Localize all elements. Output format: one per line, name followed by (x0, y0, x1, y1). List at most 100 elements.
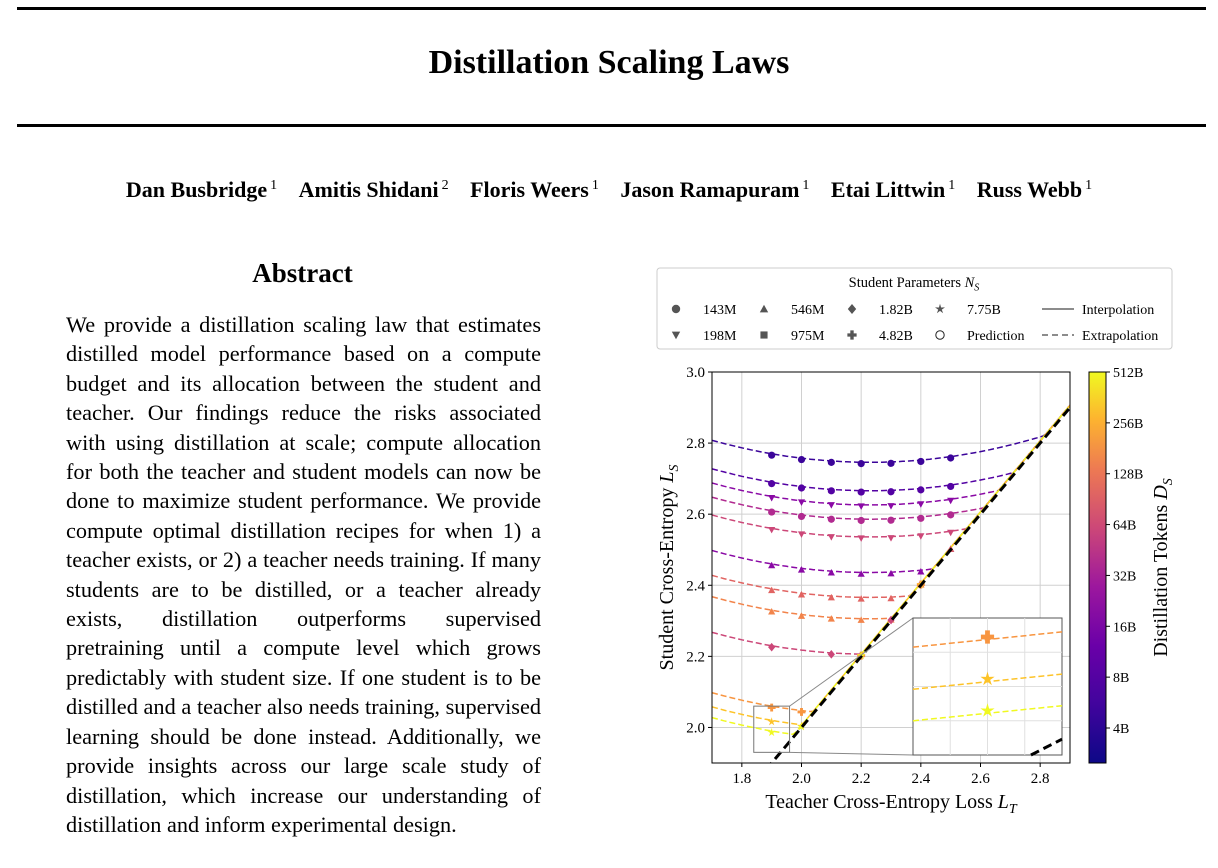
circle-marker (917, 486, 925, 494)
fit-curve (712, 404, 1070, 464)
triangle-down-marker (768, 526, 776, 534)
affiliation-mark: 1 (591, 177, 599, 193)
zoom-inset (753, 617, 1063, 757)
triangle-down-marker (857, 535, 865, 542)
author-name: Russ Webb (976, 177, 1083, 202)
paper-title: Distillation Scaling Laws (428, 44, 790, 81)
diamond-marker (847, 303, 857, 315)
circle-marker (827, 515, 835, 523)
affiliation-mark: 1 (802, 177, 810, 193)
circle-marker (857, 516, 865, 525)
triangle-up-marker (797, 612, 806, 619)
chart-legend: Student Parameters NS 143M 198M 546M 975M 1.8… (656, 267, 1173, 350)
open-circle-marker (935, 330, 945, 340)
triangle-up-marker (797, 566, 806, 573)
fit-curve (712, 404, 1070, 620)
colorbar-tick-label: 4B (1113, 722, 1129, 737)
triangle-down-marker (887, 503, 895, 510)
author: Etai Littwin 1 (831, 177, 955, 202)
circle-marker (797, 512, 806, 521)
colorbar: 4B 8B 16B 32B 64B 128B 256B 512B Distillation To… (1088, 366, 1176, 764)
triangle-up-marker (887, 569, 895, 577)
legend-label: 975M (791, 329, 825, 344)
author-list: Dan Busbridge 1 Amitis Shidani 2 Floris We… (0, 177, 1218, 203)
triangle-down-marker (947, 529, 955, 537)
affiliation-mark: 1 (1085, 177, 1093, 193)
x-axis-label: Teacher Cross-Entropy Loss LT (765, 791, 1018, 817)
chart-axes: 1.8 2.0 2.2 2.4 2.6 2.8 2.0 2.2 2.4 2.6 2.8 3.0 Teac… (656, 365, 1071, 817)
plot-frame (711, 371, 1071, 764)
legend-label: Interpolation (1082, 303, 1154, 318)
diamond-marker (887, 615, 895, 625)
x-tick-label: 2.0 (792, 771, 811, 787)
author: Floris Weers 1 (470, 177, 599, 202)
author-name: Jason Ramapuram (620, 177, 800, 202)
legend-label: 4.82B (879, 329, 913, 344)
colorbar-tick-label: 32B (1113, 569, 1136, 584)
star-marker (980, 703, 995, 717)
diamond-marker (827, 650, 835, 659)
scaling-law-chart: Student Parameters NS 143M 198M 546M 975M 1.8… (656, 267, 1176, 817)
legend-label: 143M (703, 303, 737, 318)
abstract-text: We provide a distillation scaling law th… (66, 312, 541, 837)
y-axis-label: Student Cross-Entropy LS (656, 465, 682, 671)
author-name: Floris Weers (470, 177, 589, 202)
circle-marker (797, 484, 806, 492)
circle-marker (768, 451, 776, 459)
author: Amitis Shidani 2 (299, 177, 449, 202)
author-name: Etai Littwin (830, 177, 946, 202)
circle-marker (947, 482, 955, 491)
triangle-up-marker (797, 591, 806, 598)
y-tick-label: 2.8 (686, 436, 705, 452)
circle-marker (887, 488, 895, 496)
triangle-up-marker (857, 616, 865, 623)
abstract-heading: Abstract (252, 258, 353, 288)
triangle-down-marker (917, 533, 925, 540)
legend-label: 7.75B (967, 303, 1001, 318)
triangle-down-marker (671, 331, 681, 340)
colorbar-tick-label: 512B (1113, 366, 1143, 381)
triangle-up-marker (857, 570, 865, 577)
x-tick-label: 2.2 (852, 771, 871, 787)
plus-marker (767, 703, 776, 712)
x-tick-label: 1.8 (732, 771, 751, 787)
y-tick-label: 2.6 (686, 507, 705, 523)
triangle-down-marker (917, 501, 925, 508)
triangle-down-marker (887, 535, 895, 542)
legend-label: Extrapolation (1082, 329, 1158, 344)
y-tick-label: 2.4 (686, 578, 705, 594)
diamond-marker (768, 642, 776, 652)
star-marker (980, 671, 995, 686)
circle-marker (887, 516, 895, 524)
legend-label: 1.82B (879, 303, 913, 318)
circle-marker (887, 459, 895, 467)
plus-marker (847, 330, 857, 340)
x-tick-label: 2.6 (971, 771, 990, 787)
star-marker (767, 727, 776, 737)
top-rule (17, 7, 1206, 10)
plus-marker (980, 630, 995, 644)
legend-box (656, 267, 1173, 350)
zoom-region (753, 705, 791, 753)
legend-title: Student Parameters NS (849, 275, 980, 294)
author: Jason Ramapuram 1 (620, 177, 809, 202)
triangle-down-marker (857, 503, 865, 510)
triangle-up-marker (768, 586, 776, 594)
triangle-down-marker (797, 499, 806, 506)
title-rule (17, 124, 1206, 127)
colorbar-label: Distillation Tokens DS (1150, 478, 1176, 657)
circle-marker (827, 458, 835, 466)
circle-marker (671, 304, 681, 314)
colorbar-tick-label: 64B (1113, 519, 1136, 534)
colorbar-gradient (1088, 371, 1107, 764)
x-tick-label: 2.4 (911, 771, 930, 787)
triangle-up-marker (917, 568, 925, 575)
author: Dan Busbridge 1 (126, 177, 277, 202)
circle-marker (917, 457, 925, 466)
star-marker (935, 303, 945, 314)
affiliation-mark: 1 (270, 177, 278, 193)
triangle-up-marker (827, 615, 835, 622)
colorbar-tick-label: 256B (1113, 417, 1143, 432)
y-tick-label: 3.0 (686, 365, 705, 381)
author-name: Dan Busbridge (125, 177, 268, 202)
